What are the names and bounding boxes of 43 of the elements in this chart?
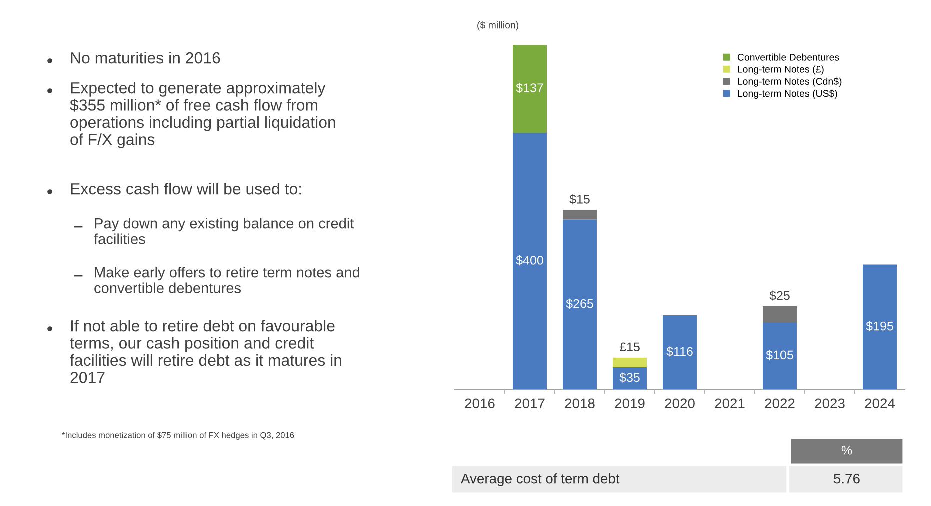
bar	[613, 358, 647, 368]
legend-label: Long-term Notes (£)	[738, 66, 824, 75]
text: If not able to retire debt on favourable terms, our cash position and credit facilities will retire debt as it matures in 2017	[70, 320, 342, 384]
data-label: $265	[566, 298, 594, 309]
data-label: $15	[570, 194, 590, 205]
legend-label: Long-term Notes (Cdn$)	[738, 78, 842, 87]
bar	[763, 306, 797, 323]
data-label: $137	[516, 83, 544, 94]
x-tick-label: 2022	[765, 398, 795, 409]
bar	[563, 210, 597, 220]
bar	[563, 220, 597, 390]
bar	[513, 133, 547, 390]
x-tick-label: 2021	[715, 398, 745, 409]
text: %	[842, 446, 852, 455]
data-label: $105	[766, 350, 794, 360]
data-label: $195	[866, 321, 894, 332]
data-label: $400	[516, 256, 544, 266]
x-tick-label: 2018	[565, 398, 595, 409]
x-tick-label: 2019	[615, 398, 645, 409]
data-label: $35	[620, 372, 640, 383]
x-tick-label: 2017	[515, 398, 545, 409]
x-tick-label: 2023	[815, 398, 845, 409]
bar	[863, 264, 897, 390]
x-tick-label: 2020	[665, 398, 695, 409]
text: Make early offers to retire term notes and convertible debentures	[94, 267, 360, 294]
data-label: £15	[620, 342, 640, 352]
data-label: $25	[770, 290, 790, 301]
bar	[763, 322, 797, 390]
text: Excess cash flow will be used to:	[71, 183, 302, 195]
x-tick-label: 2024	[865, 398, 896, 409]
legend-label: Convertible Debentures	[738, 54, 840, 61]
text: Expected to generate approximately $355 million* of free cash flow from operations including partial liquidation of F/X gains	[70, 82, 336, 148]
bar	[513, 45, 547, 134]
bar	[663, 315, 697, 390]
x-tick-label: 2016	[465, 398, 495, 409]
text: *Includes monetization of $75 million of FX hedges in Q3, 2016	[62, 432, 294, 440]
legend-label: Long-term Notes (US$)	[738, 90, 838, 100]
text: Average cost of term debt	[461, 474, 620, 486]
text: ($ million)	[478, 21, 519, 31]
text: 5.76	[834, 474, 860, 484]
text: Pay down any existing balance on credit facilities	[94, 218, 354, 244]
data-label: $116	[666, 346, 693, 357]
text: No maturities in 2016	[71, 52, 220, 64]
